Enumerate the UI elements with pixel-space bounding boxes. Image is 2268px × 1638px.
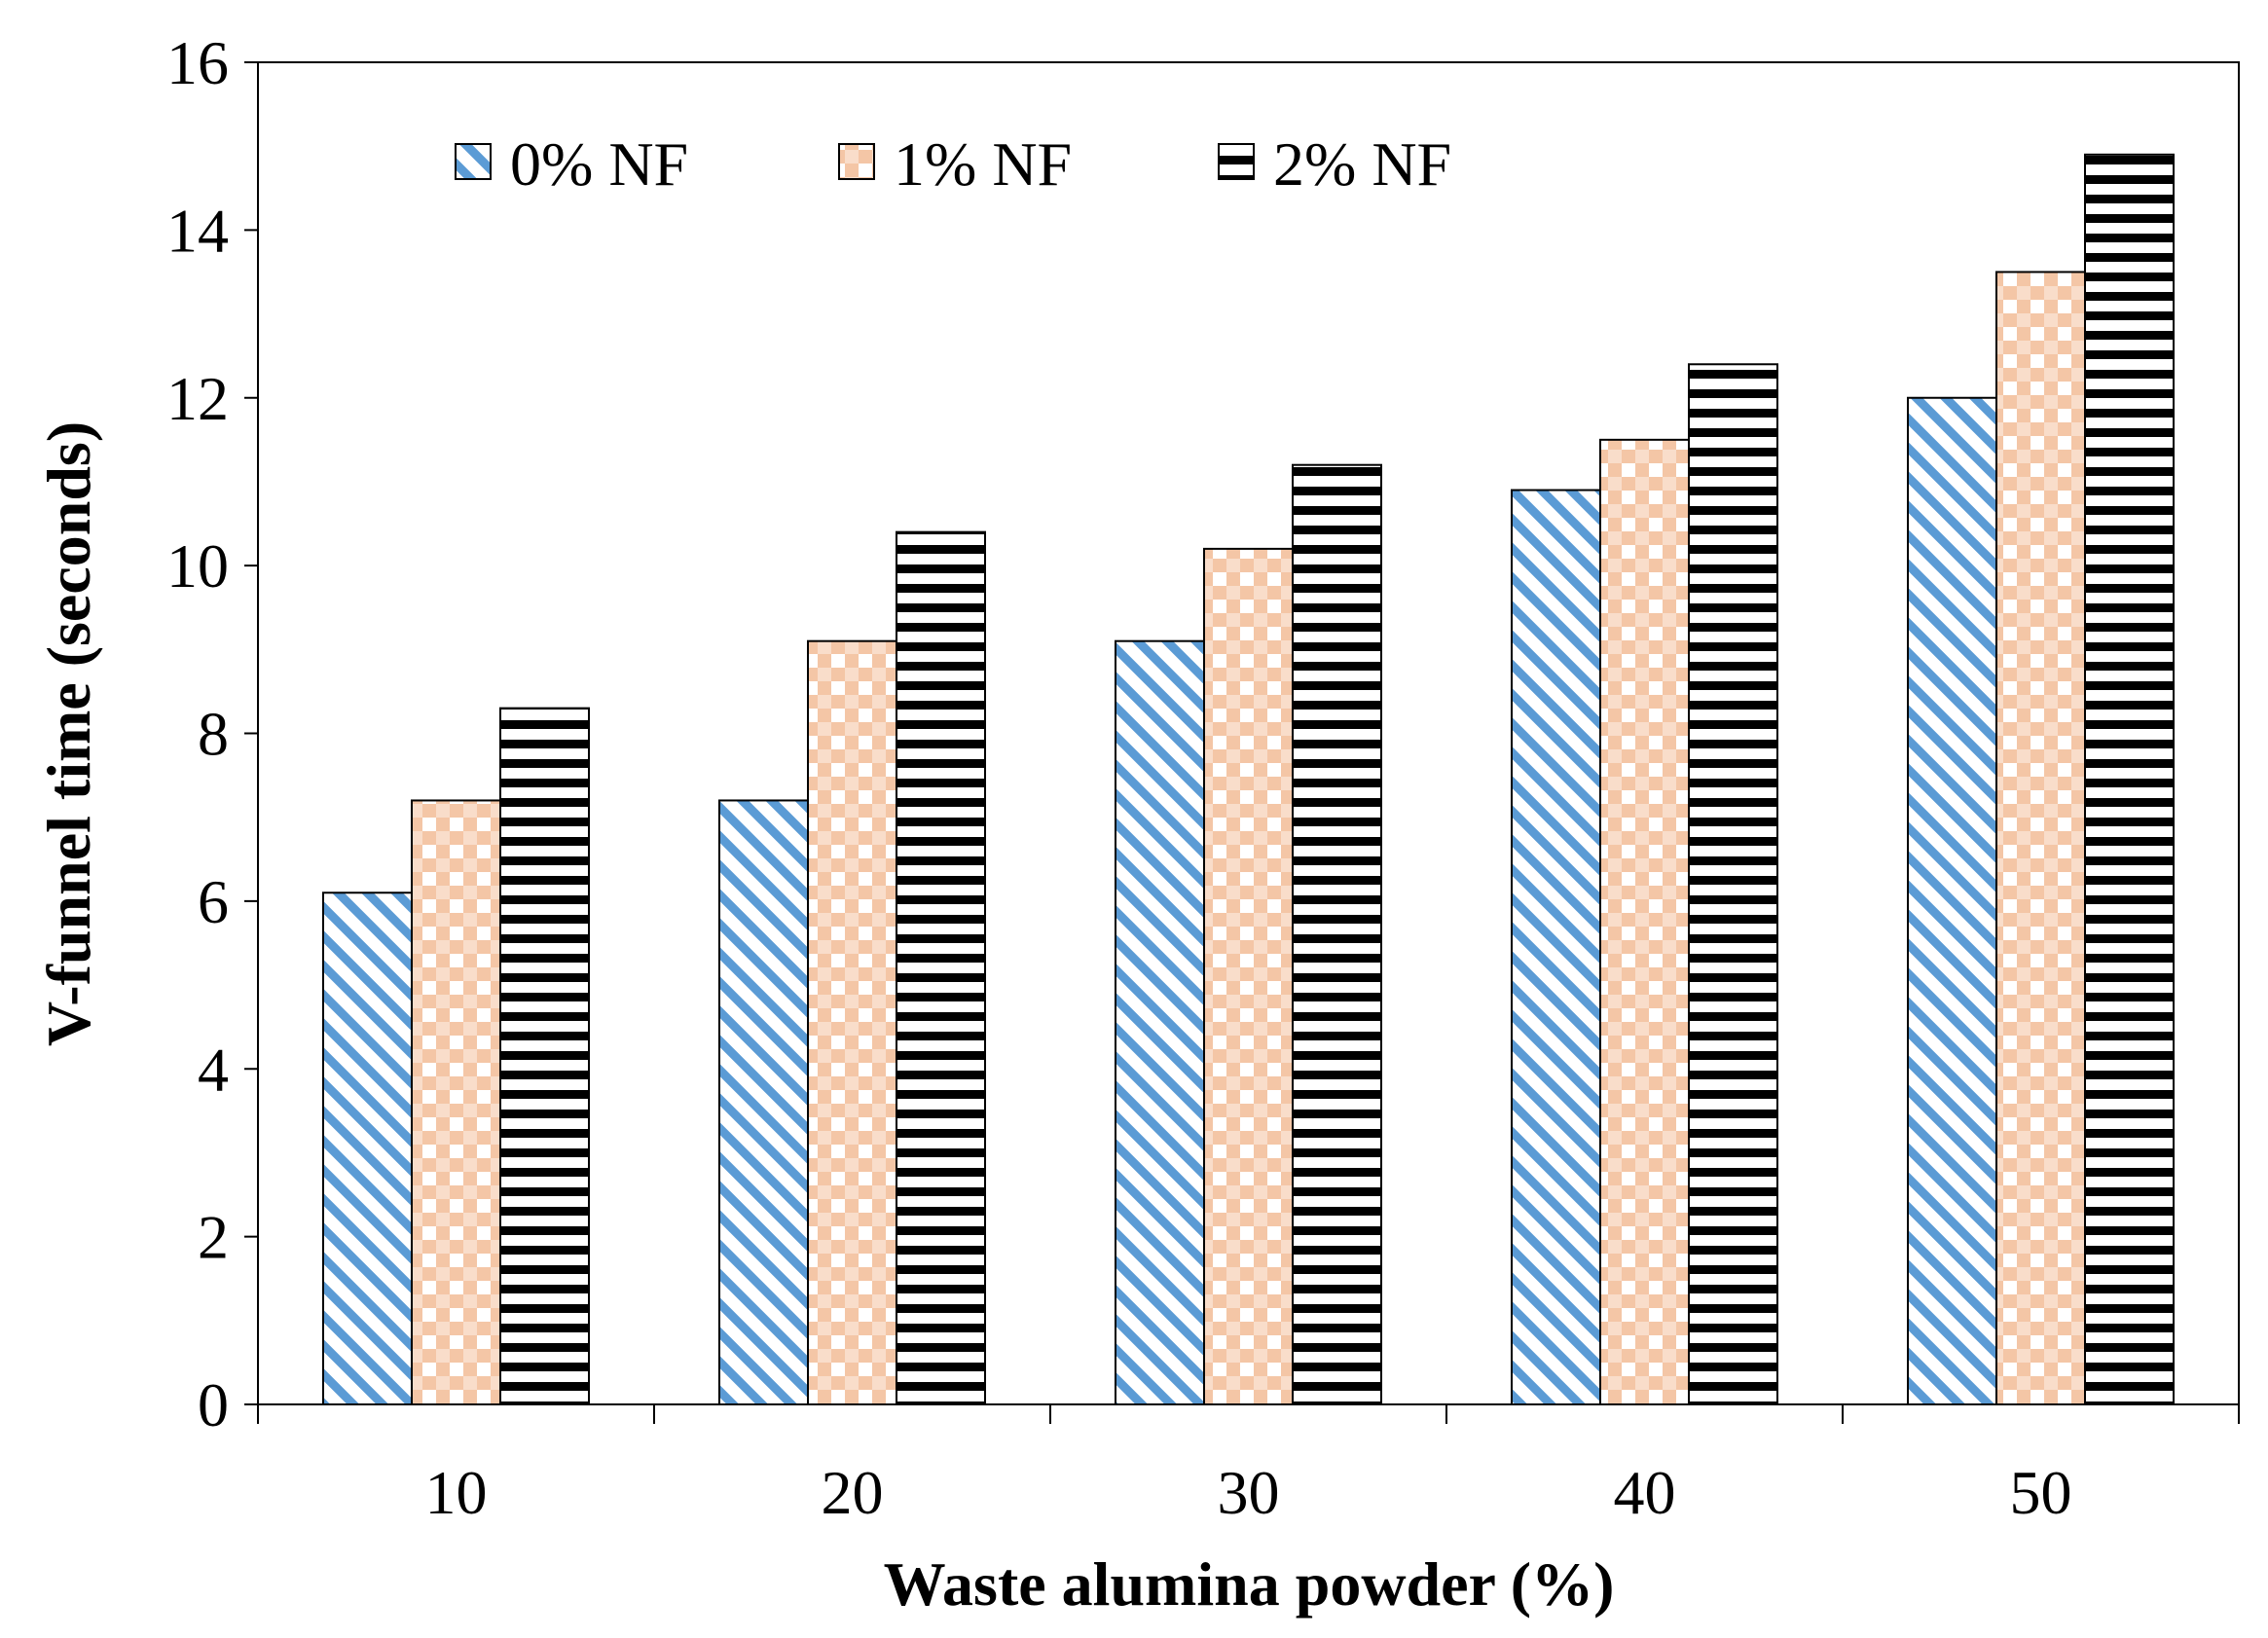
y-axis: 0 2 4 6 8 10 12 14 16 <box>166 28 258 1439</box>
y-tick-label: 0 <box>198 1370 229 1439</box>
legend-label: 2% NF <box>1273 129 1451 199</box>
x-axis: 10 20 30 40 50 <box>257 1404 2240 1527</box>
x-tick-label: 20 <box>822 1458 884 1527</box>
legend: 0% NF 1% NF 2% NF <box>455 129 1451 199</box>
bar-0-nf20 <box>718 799 809 1405</box>
x-tick-label: 40 <box>1614 1458 1676 1527</box>
legend-swatch <box>838 143 875 180</box>
legend-swatch <box>1218 143 1255 180</box>
bar-2-nf40 <box>1688 363 1778 1405</box>
y-tick-label: 2 <box>198 1203 229 1272</box>
y-tick-label: 16 <box>166 28 229 97</box>
x-tick-label: 50 <box>2010 1458 2072 1527</box>
legend-label: 1% NF <box>894 129 1072 199</box>
bar-2-nf10 <box>499 707 590 1405</box>
bar-2-nf50 <box>2084 153 2175 1405</box>
bar-0-nf10 <box>322 892 413 1405</box>
y-tick-label: 14 <box>166 196 229 265</box>
bar-2-nf30 <box>1292 463 1382 1405</box>
bar-1-nf10 <box>411 799 501 1405</box>
bar-1-nf20 <box>807 639 897 1405</box>
bar-0-nf50 <box>1907 396 1997 1405</box>
bar-1-nf30 <box>1203 547 1294 1405</box>
bars-group <box>322 153 2175 1405</box>
x-tick-label: 10 <box>425 1458 488 1527</box>
y-tick-label: 10 <box>166 531 229 601</box>
bar-0-nf30 <box>1115 639 1205 1405</box>
y-tick-label: 12 <box>166 364 229 433</box>
y-tick-label: 8 <box>198 700 229 769</box>
bar-0-nf40 <box>1511 489 1601 1405</box>
x-axis-title: Waste alumina powder (%) <box>884 1549 1615 1619</box>
bar-2-nf20 <box>896 530 986 1405</box>
y-tick-label: 4 <box>198 1035 229 1104</box>
legend-swatch <box>455 143 492 180</box>
y-tick-label: 6 <box>198 867 229 936</box>
bar-1-nf40 <box>1599 438 1690 1405</box>
x-tick-label: 30 <box>1218 1458 1280 1527</box>
bar-1-nf50 <box>1995 271 2086 1405</box>
y-axis-title: V-funnel time (seconds) <box>34 421 103 1046</box>
legend-label: 0% NF <box>510 129 688 199</box>
